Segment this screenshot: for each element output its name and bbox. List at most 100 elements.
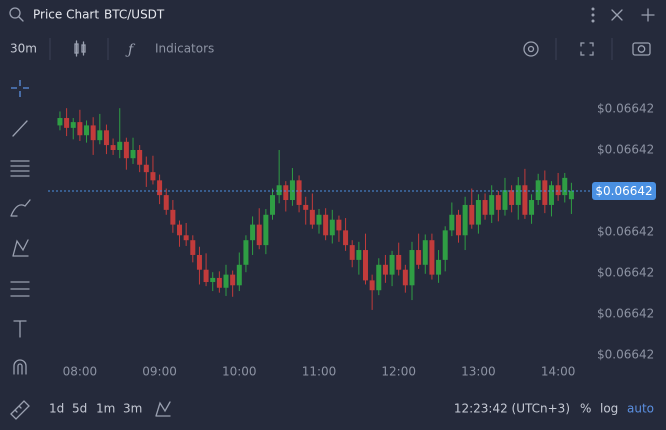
candle-body [409,250,415,286]
candle-body [230,274,236,286]
x-tick-label: 13:00 [461,365,496,379]
candle-body [243,240,249,265]
candle-body [502,190,508,210]
candle-body [555,185,561,196]
percent-button[interactable]: % [580,402,591,416]
sidebar [10,80,31,420]
y-tick-label: $0.06642 [597,143,654,157]
range-button[interactable]: 3m [123,402,142,416]
candle-body [323,214,329,236]
candle-body [210,277,216,283]
candle-body [489,195,495,215]
search-icon[interactable] [9,7,21,19]
candle-body [455,214,461,236]
y-tick-label: $0.06642 [597,102,654,116]
ruler-tool[interactable] [10,400,30,420]
candle-body [137,150,143,165]
candle-body [90,125,96,141]
candle-body [529,200,535,215]
candle-body [150,172,156,181]
candle-body [329,219,335,236]
candle-body [84,125,90,136]
candle-body [143,164,149,173]
candle-body [402,269,408,286]
candle-body [97,130,103,141]
fx-icon[interactable]: ƒ [125,42,136,58]
candle-body [343,230,349,246]
candle-body [382,264,388,275]
range-button[interactable]: 5d [72,402,87,416]
candle-body [436,259,442,275]
pattern-tool[interactable] [12,239,29,257]
settings-button[interactable] [523,41,539,57]
candle-body [495,195,501,210]
candle-body [110,145,116,150]
candle-body [77,122,83,136]
candle-body [422,240,428,265]
candle-body [429,240,435,275]
candle-body [509,190,515,205]
auto-button[interactable]: auto [627,402,654,416]
range-button[interactable]: 1m [96,402,115,416]
candle-body [123,141,129,159]
candle-body [183,235,189,241]
y-tick-label: $0.06642 [597,307,654,321]
compare-button[interactable] [155,401,171,417]
candle-body [103,130,109,146]
candle-body [289,180,295,201]
candle-body [270,195,276,215]
candle-body [70,122,76,128]
candle-body [130,150,136,159]
log-button[interactable]: log [600,402,618,416]
candle-body [64,118,70,128]
candle-body [462,204,468,236]
y-tick-label: $0.06642 [597,348,654,362]
indicators-button[interactable]: Indicators [155,42,214,56]
symbol[interactable]: BTC/USDT [104,8,165,22]
x-tick-label: 10:00 [222,365,257,379]
candle-body [568,191,574,200]
x-tick-label: 14:00 [541,365,576,379]
current-price-tag [592,182,656,200]
projection-tool[interactable] [10,281,30,297]
candle-body [542,180,548,205]
candle-body [283,185,289,201]
add-button[interactable] [641,8,655,22]
candle-body [548,185,554,205]
candle-body [256,224,262,246]
candle-body [223,274,229,288]
close-button[interactable] [611,9,623,21]
search-icon-handle [18,16,24,22]
screenshot-button[interactable] [632,42,651,56]
candle-body [203,269,209,283]
candle-body [515,185,521,205]
chart-type-button[interactable] [74,40,86,57]
line-tool[interactable] [12,120,28,137]
candle-body [57,118,63,126]
text-tool[interactable] [13,320,27,338]
candle-body [475,200,481,225]
candle-body [442,230,448,260]
candle-body [170,209,176,225]
title: Price Chart [33,8,99,22]
x-tick-label: 11:00 [302,365,337,379]
range-button[interactable]: 1d [49,402,64,416]
toolbar: 30m ƒ Indicators [10,38,651,60]
menu-button[interactable] [591,7,595,23]
candle-body [309,209,315,225]
crosshair-tool[interactable] [11,80,29,97]
fullscreen-button[interactable] [580,42,594,56]
footer: 1d 5d 1m 3m 12:23:42 (UTCn+3) % log auto [49,401,654,417]
fib-tool[interactable] [10,160,30,177]
brush-tool[interactable] [10,199,31,217]
candle-body [396,254,402,270]
candle-body [157,180,163,196]
candle-body [349,245,355,260]
y-tick-label: $0.06642 [597,225,654,239]
magnet-tool[interactable] [13,359,27,375]
candle-body [522,185,528,215]
interval-button[interactable]: 30m [10,42,37,56]
candle-body [196,254,202,270]
candle-body [216,277,222,288]
